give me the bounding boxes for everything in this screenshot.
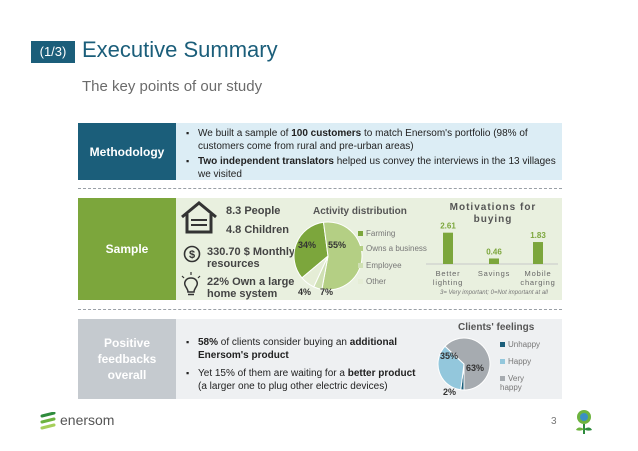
activity-pie-slice: [321, 221, 363, 291]
motivations-data-label: 2.61: [440, 222, 456, 231]
divider: [78, 309, 562, 310]
feedback-label-line: Positive: [103, 336, 151, 350]
feelings-pie-label: 35%: [440, 351, 459, 361]
money-icon: $: [183, 245, 201, 263]
feedback-bullet: 58% of clients consider buying an additi…: [186, 336, 418, 362]
page-number: 3: [551, 416, 557, 427]
feelings-legend-item: Unhappy: [500, 340, 540, 349]
brand-name: enersom: [60, 412, 115, 428]
motivations-bar: [533, 242, 543, 264]
motivations-chart-title: Motivations for buying: [449, 202, 537, 225]
home-system-stat: home system: [207, 288, 278, 300]
activity-pie-chart: [293, 221, 363, 291]
svg-text:$: $: [189, 249, 195, 261]
activity-pie-slice: [301, 255, 329, 288]
plant-globe-icon: [576, 410, 592, 434]
feelings-chart-title: Clients' feelings: [458, 322, 535, 333]
feedback-label-line: overall: [107, 368, 147, 382]
enersom-logo-icon: [40, 412, 56, 430]
home-system-stat: 22% Own a large: [207, 276, 295, 288]
page-title: Executive Summary: [82, 37, 278, 62]
motivations-bar-chart: 2.61 Better lighting 0.46 Savings 1.83 Mobile c…: [426, 222, 558, 287]
activity-legend-item: Farming: [358, 229, 395, 238]
lightbulb-icon: [181, 272, 201, 296]
house-icon: [181, 201, 217, 234]
motivations-category-label: Savings: [478, 269, 510, 278]
motivations-bar: [489, 258, 499, 264]
feedback-label: Positive feedbacks overall: [78, 319, 176, 399]
motivations-data-label: 1.83: [530, 231, 546, 240]
feelings-pie-label: 2%: [443, 387, 457, 397]
motivations-category-label: Better lighting: [433, 269, 463, 287]
activity-pie-label: 7%: [320, 287, 334, 297]
methodology-bullet: We built a sample of 100 customers to ma…: [186, 127, 556, 153]
feedback-label-line: feedbacks: [97, 352, 157, 366]
activity-legend-item: Other: [358, 277, 386, 286]
feelings-legend-item: Very happy: [500, 374, 525, 392]
activity-pie-label: 34%: [298, 240, 317, 250]
feelings-pie-slice: [437, 345, 465, 391]
feedback-bullet: Yet 15% of them are waiting for a better…: [186, 367, 418, 393]
monthly-stat: 330.70 $ Monthly: [207, 246, 296, 258]
feelings-legend-item: Happy: [500, 357, 531, 366]
activity-legend-item: Employee: [358, 261, 402, 270]
sample-panel: [176, 198, 562, 300]
section-badge: (1/3): [31, 41, 75, 63]
motivations-category-label: Mobile charging: [520, 269, 555, 287]
motivations-note: 3= Very important; 0=Not important at al…: [440, 290, 548, 296]
activity-chart-title: Activity distribution: [313, 206, 407, 217]
page-subtitle: The key points of our study: [82, 78, 263, 95]
motivations-data-label: 0.46: [486, 247, 502, 256]
methodology-bullets: We built a sample of 100 customers to ma…: [186, 127, 556, 181]
methodology-label: Methodology: [78, 123, 176, 180]
feedback-bullets: 58% of clients consider buying an additi…: [186, 336, 418, 393]
resources-stat: resources: [207, 258, 260, 270]
feelings-pie-label: 63%: [466, 363, 485, 373]
feelings-pie-slice: [444, 337, 491, 391]
people-stat: 8.3 People: [226, 205, 281, 217]
motivations-bar: [443, 232, 453, 264]
divider: [78, 188, 562, 189]
activity-pie-label: 55%: [328, 240, 347, 250]
children-stat: 4.8 Children: [226, 224, 289, 236]
activity-pie-label: 4%: [298, 287, 312, 297]
activity-legend-item: Owns a business: [358, 244, 427, 253]
methodology-bullet: Two independent translators helped us co…: [186, 155, 556, 181]
activity-pie-slice: [293, 221, 329, 279]
sample-label: Sample: [78, 198, 176, 300]
feelings-pie-chart: [437, 337, 491, 391]
